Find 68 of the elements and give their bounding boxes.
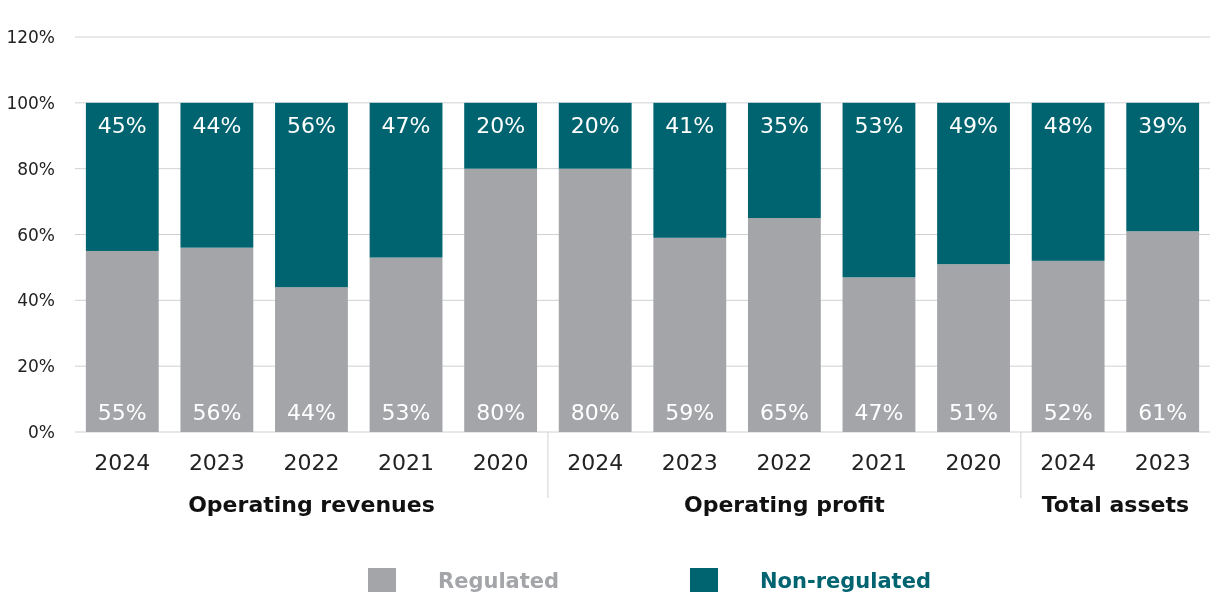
bar [653, 102, 727, 238]
bar [937, 102, 1010, 265]
data-label: 53% [381, 400, 431, 425]
legend-label: Non-regulated [760, 569, 931, 593]
data-label: 51% [949, 400, 998, 425]
bar [842, 277, 916, 432]
bar [653, 237, 727, 432]
bar [180, 102, 254, 248]
bar [275, 287, 348, 432]
data-label: 61% [1138, 400, 1188, 425]
data-label: 44% [287, 400, 336, 425]
bar [937, 264, 1010, 432]
data-label: 53% [854, 112, 904, 138]
data-label: 39% [1138, 112, 1188, 138]
x-tick-label: 2023 [188, 450, 245, 475]
data-label: 47% [381, 112, 431, 138]
data-label: 20% [570, 112, 620, 138]
bar [842, 102, 916, 278]
bar [369, 102, 443, 258]
data-label: 41% [665, 112, 715, 138]
bar [464, 168, 538, 432]
bar [85, 102, 159, 251]
y-tick-label: 100% [6, 92, 55, 113]
y-tick-label: 60% [17, 224, 55, 245]
data-label: 80% [570, 400, 620, 425]
data-label: 56% [287, 112, 336, 138]
data-label: 49% [949, 112, 998, 138]
bar [747, 102, 821, 219]
bar [275, 102, 348, 288]
data-label: 48% [1043, 112, 1093, 138]
x-tick-label: 2020 [472, 450, 529, 475]
x-tick-label: 2021 [378, 450, 435, 475]
bar [747, 218, 821, 432]
data-label: 52% [1043, 400, 1093, 425]
data-label: 44% [192, 112, 242, 138]
bar [558, 168, 632, 432]
bar [369, 257, 443, 432]
x-tick-label: 2024 [567, 450, 624, 475]
data-label: 45% [97, 112, 147, 138]
data-label: 65% [759, 400, 809, 425]
x-tick-label: 2023 [1134, 450, 1191, 475]
data-label: 55% [97, 400, 147, 425]
data-label: 56% [192, 400, 242, 425]
x-axis-title: Total assets [1041, 492, 1190, 517]
x-tick-label: 2021 [850, 450, 907, 475]
bar [558, 102, 632, 169]
data-label: 59% [665, 400, 715, 425]
legend-label: Regulated [438, 569, 560, 593]
data-label: 80% [476, 400, 526, 425]
y-tick-label: 0% [28, 422, 55, 442]
x-tick-label: 2024 [1040, 450, 1097, 475]
x-tick-label: 2024 [94, 450, 151, 475]
bar [464, 102, 538, 169]
x-tick-label: 2022 [756, 450, 813, 475]
x-tick-label: 2020 [945, 450, 1002, 475]
y-tick-label: 20% [17, 356, 55, 377]
bar [85, 250, 159, 432]
y-tick-label: 40% [17, 290, 55, 311]
data-label: 20% [476, 112, 526, 138]
x-axis-title: Operating revenues [188, 492, 435, 517]
y-tick-label: 120% [6, 27, 55, 47]
x-tick-label: 2022 [283, 450, 340, 475]
data-label: 47% [854, 400, 904, 425]
x-axis-title: Operating profit [684, 492, 886, 517]
y-tick-label: 80% [17, 158, 55, 179]
data-label: 35% [759, 112, 809, 138]
x-tick-label: 2023 [661, 450, 718, 475]
bar [180, 247, 254, 432]
